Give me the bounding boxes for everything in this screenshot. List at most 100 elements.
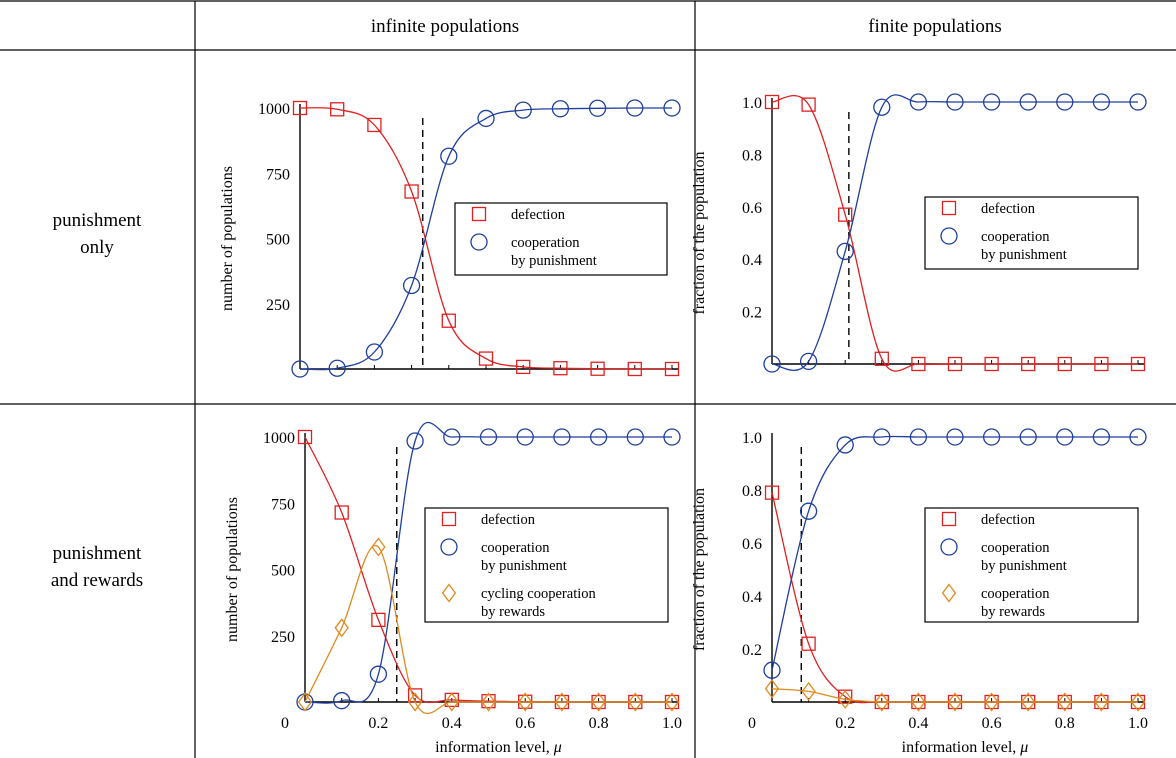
data-point-cooperation-by-punishment <box>982 93 1001 111</box>
data-point-defection <box>441 313 456 328</box>
header-finite-populations: finite populations <box>868 16 1002 37</box>
data-point-cycling-cooperation-by-rewards <box>407 692 423 712</box>
y-axis-label: fraction of the population <box>691 151 708 314</box>
data-point-defection <box>764 485 780 500</box>
y-tick-label: 500 <box>266 232 290 249</box>
y-tick-label: 750 <box>266 166 290 183</box>
legend-marker-cycling-cooperation-by-rewards <box>441 583 457 603</box>
legend-label-cooperation-by-punishment: by punishment <box>981 247 1067 263</box>
data-point-cooperation-by-punishment <box>1019 428 1037 446</box>
data-point-cooperation-by-rewards <box>874 692 889 712</box>
legend-marker-defection <box>471 206 487 222</box>
legend-marker-cooperation-by-punishment <box>940 538 958 556</box>
legend-box <box>424 507 669 623</box>
data-point-cooperation-by-punishment <box>1129 93 1147 111</box>
series-line-defection <box>771 94 1139 372</box>
data-point-cooperation-by-punishment <box>946 93 964 111</box>
series-line-cooperation-by-punishment <box>304 422 672 704</box>
legend-marker-cooperation-by-punishment <box>940 227 958 245</box>
data-point-defection <box>330 102 345 117</box>
legend-marker-cooperation-by-punishment <box>470 233 488 251</box>
legend-label-defection: defection <box>981 512 1036 528</box>
legend: defection cooperation by punishment <box>454 202 668 276</box>
data-point-defection <box>911 356 926 372</box>
x-axis-label: information level, μ <box>435 739 562 756</box>
row-label-punishment-rewards-line1: punishment <box>53 543 142 564</box>
data-point-cooperation-by-punishment <box>909 428 928 446</box>
x-tick-label: 1.0 <box>1128 715 1148 732</box>
data-point-defection <box>478 351 494 366</box>
data-point-cooperation-by-punishment <box>626 99 644 117</box>
data-point-cooperation-by-punishment <box>909 93 928 111</box>
y-tick-label: 1.0 <box>742 95 762 112</box>
series-line-cycling-cooperation-by-rewards <box>304 544 672 715</box>
x-tick-label: 0.6 <box>982 715 1002 732</box>
y-tick-label: 0.4 <box>742 252 762 269</box>
data-point-defection <box>516 359 531 375</box>
legend: defection cooperation by punishment <box>924 196 1139 270</box>
data-point-cooperation-by-rewards <box>1130 692 1146 712</box>
y-tick-label: 1000 <box>258 101 290 118</box>
legend-label-defection: defection <box>981 201 1036 217</box>
data-point-defection <box>1094 356 1109 372</box>
legend-marker-defection <box>941 511 957 527</box>
data-point-defection <box>371 612 386 627</box>
data-point-defection <box>590 361 605 376</box>
series-defection <box>764 94 1146 372</box>
data-point-cooperation-by-punishment <box>328 359 346 377</box>
data-point-cooperation-by-punishment <box>663 428 681 446</box>
data-point-cooperation-by-rewards <box>1094 692 1109 712</box>
data-point-cycling-cooperation-by-rewards <box>664 692 680 712</box>
legend-label-cycling-cooperation-by-rewards: cycling cooperation <box>481 586 596 602</box>
data-point-cooperation-by-rewards <box>1021 692 1036 712</box>
y-axis-label: number of populations <box>219 166 236 311</box>
y-tick-label: 0.6 <box>742 200 762 217</box>
data-point-cooperation-by-punishment <box>291 360 309 378</box>
legend-label-cooperation-by-punishment: cooperation <box>981 540 1050 556</box>
data-point-cooperation-by-rewards <box>801 681 816 701</box>
data-point-cooperation-by-punishment <box>873 98 891 116</box>
y-tick-label: 0.2 <box>742 642 762 659</box>
chart-infinite-punishment-rewards: 250 500 750 1000 0.2 0.4 0.6 0.8 1.0 0 number of p… <box>224 422 682 756</box>
data-point-defection <box>1130 356 1146 372</box>
data-point-cycling-cooperation-by-rewards <box>518 692 533 712</box>
series-defection <box>292 100 680 377</box>
data-point-cooperation-by-rewards <box>764 679 780 699</box>
data-point-cycling-cooperation-by-rewards <box>481 692 496 712</box>
legend-label-cooperation-by-punishment: by punishment <box>511 253 597 269</box>
legend-label-cooperation-by-rewards: by rewards <box>981 604 1045 620</box>
data-point-cooperation-by-punishment <box>440 147 458 165</box>
y-tick-label: 500 <box>271 563 295 580</box>
data-point-cooperation-by-punishment <box>402 276 421 295</box>
data-point-cooperation-by-punishment <box>873 428 891 446</box>
legend-label-cooperation-by-punishment: cooperation <box>481 540 550 556</box>
data-point-cooperation-by-punishment <box>1019 93 1037 111</box>
data-point-cooperation-by-punishment <box>333 692 351 710</box>
chart-infinite-punishment-only: 250 500 750 1000 number of populations defect… <box>219 99 681 378</box>
legend: defection cooperation by punishment cycling… <box>424 507 669 623</box>
series-cooperation-by-rewards <box>764 679 1146 712</box>
x-tick-label: 0.8 <box>589 715 609 732</box>
x-tick-label: 0.4 <box>442 715 462 732</box>
y-tick-label: 250 <box>271 629 295 646</box>
data-point-cooperation-by-punishment <box>369 665 388 683</box>
data-point-cooperation-by-punishment <box>443 428 461 446</box>
legend-box <box>924 507 1139 623</box>
legend-label-defection: defection <box>511 207 566 223</box>
row-label-punishment-only-line2: only <box>80 237 114 258</box>
data-point-cooperation-by-punishment <box>1056 428 1074 446</box>
data-point-cycling-cooperation-by-rewards <box>444 692 459 712</box>
data-point-defection <box>664 361 680 377</box>
legend-label-cooperation-by-punishment: cooperation <box>511 235 580 251</box>
chart-finite-punishment-only: 0.2 0.4 0.6 0.8 1.0 fraction of the populatio… <box>691 93 1147 373</box>
data-point-cooperation-by-punishment <box>836 242 854 260</box>
row-label-punishment-only-line1: punishment <box>53 210 142 231</box>
data-point-cooperation-by-rewards <box>947 692 963 712</box>
data-point-cooperation-by-punishment <box>763 355 781 373</box>
series-cooperation-by-punishment <box>763 428 1147 679</box>
legend-label-cooperation-by-rewards: cooperation <box>981 586 1050 602</box>
legend-marker-cooperation-by-rewards <box>941 583 957 603</box>
series-line-cooperation-by-punishment <box>771 435 1138 671</box>
